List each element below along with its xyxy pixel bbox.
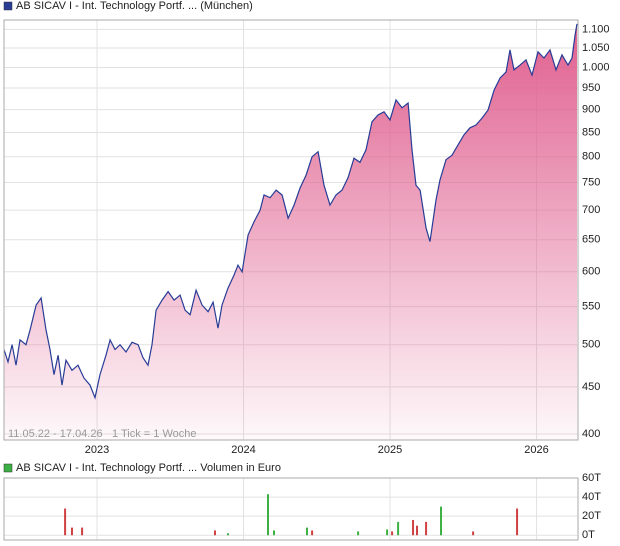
y-tick-label: 700 <box>582 204 600 216</box>
area-fill <box>4 23 577 441</box>
y-tick-label: 850 <box>582 126 600 138</box>
plot-frame <box>3 477 579 541</box>
x-tick-label: 2025 <box>378 444 402 456</box>
y-tick-label: 400 <box>582 428 600 440</box>
legend-label: AB SICAV I - Int. Technology Portf. ... … <box>16 0 253 12</box>
y-tick-label: 550 <box>582 300 600 312</box>
date-range: 11.05.22 - 17.04.26 <box>8 428 103 440</box>
price-line <box>3 23 578 400</box>
legend-swatch <box>3 463 13 473</box>
y-tick-label: 20T <box>582 510 601 522</box>
volume-bar <box>472 531 475 536</box>
volume-bar <box>415 525 418 536</box>
tick-note: 1 Tick = 1 Woche <box>112 428 196 440</box>
y-tick-label: 750 <box>582 176 600 188</box>
x-tick-label: 2023 <box>85 444 109 456</box>
y-tick-label: 1.050 <box>582 42 610 54</box>
volume-bar <box>227 533 230 536</box>
y-tick-label: 500 <box>582 339 600 351</box>
volume-bar <box>81 527 84 536</box>
plot-frame <box>3 19 579 441</box>
y-tick-label: 600 <box>582 266 600 278</box>
volume-bar <box>70 527 73 536</box>
legend-swatch <box>3 1 13 11</box>
volume-bar <box>305 527 308 536</box>
y-tick-label: 800 <box>582 151 600 163</box>
volume-bar <box>391 531 394 536</box>
y-tick-label: 40T <box>582 491 601 503</box>
volume-bar <box>213 530 216 536</box>
legend-label: AB SICAV I - Int. Technology Portf. ... … <box>16 462 281 474</box>
x-tick-label: 2024 <box>231 444 255 456</box>
y-tick-label: 950 <box>582 82 600 94</box>
volume-bar <box>266 494 269 536</box>
volume-bar <box>440 506 443 536</box>
volume-bar <box>397 521 400 536</box>
y-tick-label: 60T <box>582 472 601 484</box>
volume-bar <box>412 519 415 536</box>
x-tick-label: 2026 <box>524 444 548 456</box>
volume-bar <box>273 530 276 536</box>
y-tick-label: 450 <box>582 381 600 393</box>
volume-bar <box>425 521 428 536</box>
y-tick-label: 1.100 <box>582 23 610 35</box>
volume-bar <box>386 529 389 536</box>
volume-bar <box>64 508 67 536</box>
volume-bar <box>357 531 360 536</box>
y-tick-label: 900 <box>582 104 600 116</box>
y-tick-label: 650 <box>582 234 600 246</box>
y-tick-label: 0T <box>582 529 595 541</box>
volume-bar <box>311 530 314 536</box>
volume-bar <box>516 508 519 536</box>
y-tick-label: 1.000 <box>582 61 610 73</box>
